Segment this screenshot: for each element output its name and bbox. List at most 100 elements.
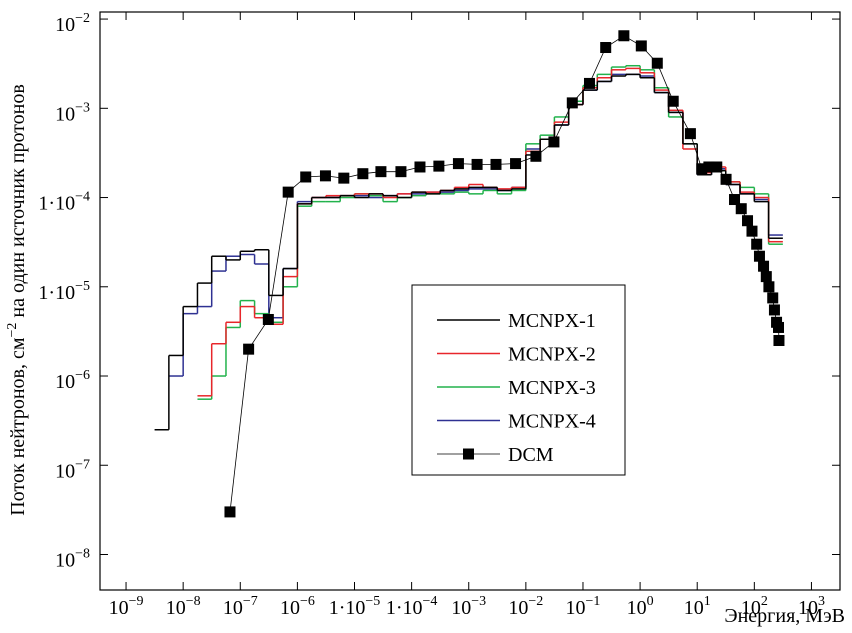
- y-tick-label: 10−8: [55, 546, 90, 571]
- dcm-marker: [729, 194, 741, 206]
- dcm-marker: [583, 77, 595, 89]
- dcm-marker: [696, 163, 708, 175]
- plot-frame: [99, 11, 841, 591]
- x-tick-label-exp: −6: [300, 594, 315, 609]
- x-tick-label: 10−8: [166, 594, 201, 619]
- x-tick-label-exp: −9: [129, 594, 144, 609]
- dcm-marker: [243, 343, 255, 355]
- y-tick-label-exp: −8: [75, 546, 90, 561]
- x-tick-label-exp: 1: [704, 594, 711, 609]
- x-tick-label: 103: [798, 594, 825, 619]
- x-tick-label-exp: −1: [586, 594, 601, 609]
- y-tick-label-exp: −4: [75, 190, 90, 205]
- dcm-marker: [548, 136, 560, 148]
- dcm-marker: [768, 304, 780, 316]
- dcm-marker: [742, 215, 754, 227]
- y-axis-title: Поток нейтронов, см−2 на один источник п…: [5, 84, 29, 516]
- dcm-marker: [651, 57, 663, 69]
- x-tick-label-base: 10: [741, 597, 761, 619]
- dcm-marker: [767, 292, 779, 304]
- x-tick-label-exp: −5: [365, 594, 380, 609]
- legend-marker: [463, 448, 474, 460]
- dcm-marker: [566, 97, 578, 109]
- dcm-marker: [763, 281, 775, 293]
- x-tick-label: 10−9: [109, 594, 144, 619]
- x-tick-label-exp: −7: [243, 594, 258, 609]
- dcm-marker: [751, 238, 763, 250]
- dcm-marker: [703, 161, 715, 173]
- x-tick-label-exp: −4: [423, 594, 438, 609]
- dcm-marker: [433, 160, 445, 172]
- x-tick-label: 10−1: [566, 594, 601, 619]
- y-tick-label: 10−7: [55, 457, 90, 482]
- dcm-marker: [510, 158, 522, 170]
- dcm-marker: [282, 186, 294, 198]
- y-tick-label-base: 10: [55, 14, 75, 36]
- x-tick-label: 10−2: [508, 594, 543, 619]
- x-axis-title: Энергия, МэВ: [724, 605, 845, 627]
- dcm-marker: [758, 260, 770, 272]
- x-tick-label-base: 10: [566, 597, 586, 619]
- dcm-marker: [667, 95, 679, 107]
- y-axis-title-text: Поток нейтронов, см: [7, 337, 29, 516]
- dcm-marker: [414, 161, 426, 173]
- dcm-marker: [395, 166, 407, 178]
- dcm-marker: [600, 42, 612, 54]
- x-tick-label: 10−7: [223, 594, 258, 619]
- x-tick-label-base: 10: [627, 597, 647, 619]
- dcm-marker: [224, 506, 236, 518]
- y-tick-label-base: 1·10: [38, 193, 75, 215]
- legend-label: MCNPX-2: [508, 344, 596, 366]
- dcm-marker: [711, 161, 723, 173]
- y-tick-label-exp: −3: [75, 100, 90, 115]
- dcm-marker: [357, 168, 369, 180]
- x-tick-label-base: 10: [798, 597, 818, 619]
- y-tick-label-base: 10: [55, 460, 75, 482]
- x-tick-label: 10−6: [280, 594, 315, 619]
- y-tick-label: 10−2: [55, 11, 90, 36]
- y-tick-label-base: 10: [55, 371, 75, 393]
- y-tick-label-exp: −5: [75, 279, 90, 294]
- x-tick-label: 1·10−4: [386, 594, 438, 619]
- x-tick-label-base: 10: [684, 597, 704, 619]
- y-tick-label-base: 10: [55, 103, 75, 125]
- dcm-marker: [684, 128, 696, 140]
- legend-label: MCNPX-4: [508, 411, 596, 433]
- x-tick-label: 102: [741, 594, 768, 619]
- dcm-marker: [760, 271, 772, 283]
- x-tick-label-base: 1·10: [329, 597, 366, 619]
- dcm-marker: [635, 40, 647, 52]
- dcm-marker: [471, 158, 483, 170]
- dcm-marker: [262, 313, 274, 325]
- x-tick-label-base: 10: [451, 597, 471, 619]
- y-tick-label-base: 1·10: [38, 282, 75, 304]
- dcm-marker: [319, 170, 331, 182]
- y-tick-label-base: 10: [55, 549, 75, 571]
- dcm-marker: [338, 172, 350, 184]
- dcm-marker: [452, 158, 464, 170]
- dcm-marker: [746, 225, 758, 237]
- y-tick-label: 1·10−5: [38, 279, 90, 304]
- x-tick-label-exp: 0: [647, 594, 654, 609]
- legend-label: MCNPX-3: [508, 377, 596, 399]
- legend-label: MCNPX-1: [508, 310, 596, 332]
- x-tick-label-exp: −8: [186, 594, 201, 609]
- x-tick-label: 10−3: [451, 594, 486, 619]
- legend-label: DCM: [508, 444, 554, 466]
- x-tick-label-base: 1·10: [386, 597, 423, 619]
- y-axis-title-sup: −2: [5, 323, 20, 338]
- x-tick-label-base: 10: [280, 597, 300, 619]
- dcm-marker: [773, 335, 785, 347]
- dcm-marker: [490, 158, 502, 170]
- x-tick-label-base: 10: [109, 597, 129, 619]
- x-tick-label: 100: [627, 594, 654, 619]
- plot-area: [154, 30, 785, 518]
- x-tick-label-exp: −2: [528, 594, 543, 609]
- x-tick-label-base: 10: [508, 597, 528, 619]
- x-tick-label-exp: 3: [818, 594, 825, 609]
- x-tick-label-base: 10: [166, 597, 186, 619]
- x-tick-label-base: 10: [223, 597, 243, 619]
- legend-box: [411, 284, 626, 476]
- dcm-marker: [618, 30, 630, 42]
